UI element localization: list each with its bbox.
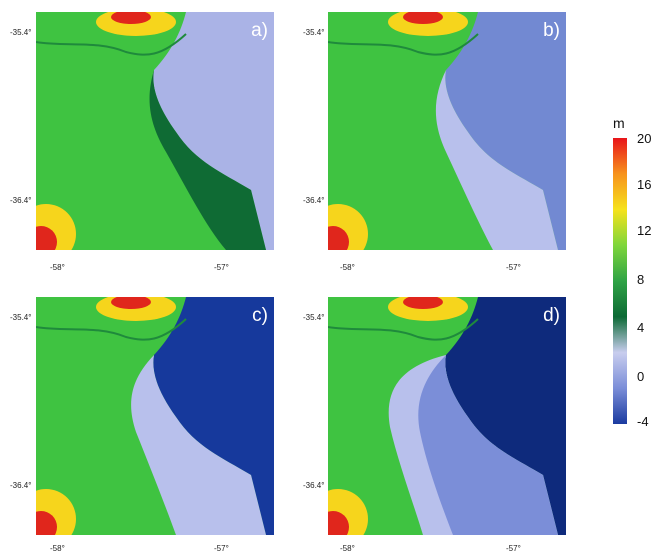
colorbar-tick-8: 8: [637, 272, 645, 287]
colorbar-gradient: [613, 138, 627, 424]
colorbar-tick-20: 20: [637, 131, 652, 146]
panel-label-b: b): [543, 20, 560, 41]
elevation-map-b: [328, 12, 566, 250]
colorbar-tick-4: 4: [637, 320, 645, 335]
colorbar-tick-0: 0: [637, 369, 645, 384]
lon-tick-right-c: -57°: [214, 544, 229, 553]
lon-tick-right-b: -57°: [506, 263, 521, 272]
lat-tick-bottom-a: -36.4°: [10, 196, 32, 205]
map-panel-c: c): [36, 297, 274, 535]
lon-tick-left-b: -58°: [340, 263, 355, 272]
lat-tick-top-a: -35.4°: [10, 28, 32, 37]
colorbar-tick-minus-4: -4: [637, 414, 649, 429]
lat-tick-bottom-d: -36.4°: [303, 481, 325, 490]
elevation-map-d: [328, 297, 566, 535]
colorbar: [613, 138, 627, 424]
map-panel-a: a): [36, 12, 274, 250]
map-panel-d: d): [328, 297, 566, 535]
colorbar-tick-16: 16: [637, 177, 652, 192]
colorbar-tick-12: 12: [637, 223, 652, 238]
lon-tick-left-c: -58°: [50, 544, 65, 553]
colorbar-unit: m: [613, 115, 625, 131]
panel-label-d: d): [543, 305, 560, 326]
elevation-map-c: [36, 297, 274, 535]
lat-tick-top-b: -35.4°: [303, 28, 325, 37]
lat-tick-top-c: -35.4°: [10, 313, 32, 322]
elevation-map-a: [36, 12, 274, 250]
lon-tick-left-d: -58°: [340, 544, 355, 553]
lon-tick-left-a: -58°: [50, 263, 65, 272]
map-panel-b: b): [328, 12, 566, 250]
panel-label-c: c): [252, 305, 268, 326]
lon-tick-right-a: -57°: [214, 263, 229, 272]
panel-label-a: a): [251, 20, 268, 41]
lat-tick-bottom-c: -36.4°: [10, 481, 32, 490]
lat-tick-top-d: -35.4°: [303, 313, 325, 322]
lon-tick-right-d: -57°: [506, 544, 521, 553]
lat-tick-bottom-b: -36.4°: [303, 196, 325, 205]
